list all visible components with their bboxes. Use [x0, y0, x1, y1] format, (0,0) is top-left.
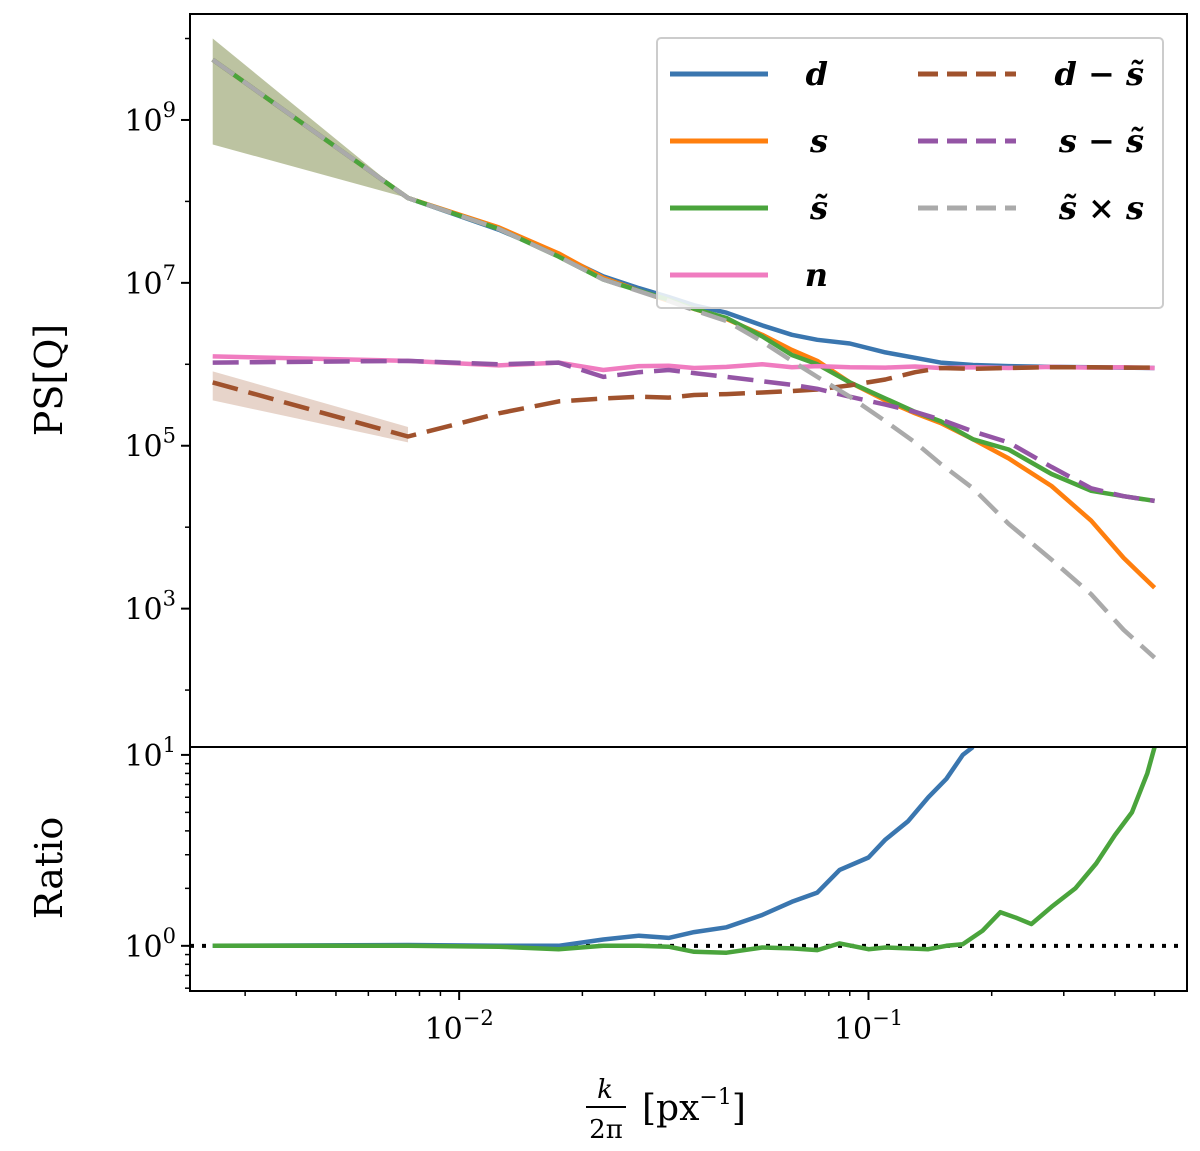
bottom-axes-frame	[189, 746, 1188, 992]
x-axis-label-unit-text: px	[656, 1088, 699, 1129]
top-bands	[212, 38, 409, 443]
top-series-d_minus_s_tilde	[212, 364, 1155, 439]
x-axis-label-numerator: k	[597, 1075, 613, 1105]
bottom-ytick-label-0: 100	[124, 924, 176, 965]
top-series	[211, 57, 1157, 660]
top-series-s_tilde_times_s	[211, 57, 1157, 660]
top-ytick-label-3: 109	[124, 98, 176, 139]
top-y-axis-label: PS[Q]	[27, 324, 71, 436]
x-axis-label: k 2π [px−1]	[586, 1075, 746, 1145]
top-ytick-label-1: 105	[124, 424, 176, 465]
band-s_tilde_uncertainty	[212, 38, 409, 199]
top-panel: 103 105 107 109 PS[Q] ds s̃ n d − s̃ s − s̃ s̃ ×…	[27, 37, 1164, 691]
bottom-y-axis-label: Ratio	[27, 817, 71, 919]
bottom-ytick-label-1: 101	[124, 733, 176, 774]
band-d_minus_s_tilde_uncertainty	[212, 371, 409, 443]
legend: ds s̃ n d − s̃ s − s̃ s̃ × s	[656, 37, 1164, 309]
top-ytick-label-2: 107	[124, 261, 176, 302]
x-axis-label-denominator: 2π	[589, 1115, 623, 1145]
x-ticks: 10−2 10−1	[244, 991, 1156, 1047]
bottom-panel: 100 101 10−2 10−1 Ratio k 2π [px−1]	[27, 733, 1187, 1145]
legend-label-n: n	[805, 256, 828, 294]
x-axis-label-unit-exp: −1	[699, 1085, 731, 1110]
top-y-ticks: 103 105 107 109	[124, 37, 190, 691]
bottom-series	[212, 747, 1157, 955]
legend-label-s: s	[809, 122, 828, 160]
xtick-label-0: 10−2	[425, 1006, 494, 1047]
legend-label-d_minus_s_tilde: d − s̃	[1055, 55, 1145, 93]
legend-label-d: d	[806, 55, 828, 93]
legend-label-s_tilde_times_s: s̃ × s	[1058, 189, 1144, 227]
legend-box	[656, 37, 1164, 309]
legend-label-s_tilde: s̃	[809, 189, 828, 227]
legend-label-s_minus_s_tilde: s − s̃	[1058, 122, 1144, 160]
bottom-y-ticks: 100 101	[124, 733, 190, 989]
bottom-series-ratio_s_tilde	[212, 747, 1157, 955]
x-axis-label-unit: [px−1]	[642, 1085, 746, 1129]
top-series-s_minus_s_tilde	[212, 358, 1155, 504]
xtick-label-1: 10−1	[834, 1006, 903, 1047]
top-ytick-label-0: 103	[124, 587, 176, 628]
bottom-series-ratio_d	[212, 747, 975, 949]
